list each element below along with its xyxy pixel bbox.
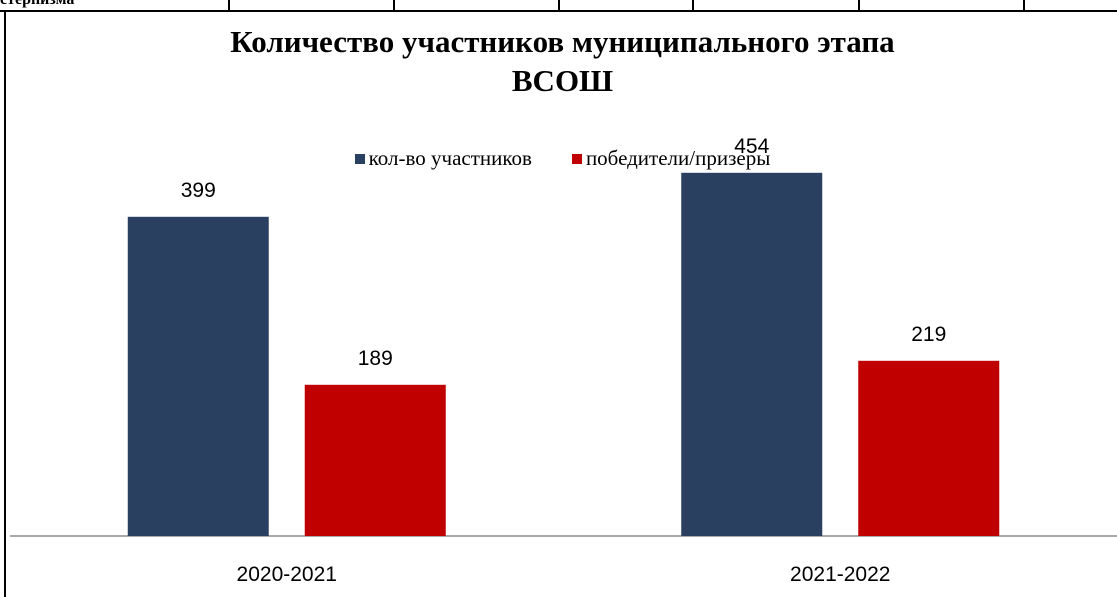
table-cell-divider — [858, 0, 860, 10]
legend-swatch-participants — [354, 153, 365, 164]
bar-value-label: 399 — [181, 179, 216, 202]
cropped-table-cell-text: стерпизма — [0, 0, 74, 9]
bar-value-label: 219 — [911, 323, 946, 346]
legend-label-winners: победители/призеры — [585, 146, 771, 170]
legend-label-participants: кол-во участников — [368, 146, 532, 170]
x-tick-label: 2020-2021 — [237, 563, 337, 586]
bar — [304, 384, 446, 536]
bar — [127, 216, 269, 537]
table-cell-divider — [393, 0, 395, 10]
chart-frame-border — [4, 10, 6, 597]
table-cell-divider — [558, 0, 560, 10]
chart-title-line: Количество участников муниципального эта… — [230, 24, 895, 59]
table-cell-divider — [1023, 0, 1025, 10]
cropped-table-row: стерпизма — [0, 0, 1117, 12]
chart-title: Количество участников муниципального эта… — [0, 22, 1117, 100]
x-tick-label: 2021-2022 — [790, 563, 890, 586]
bar-value-label: 454 — [734, 135, 769, 158]
bar-value-label: 189 — [358, 347, 393, 370]
legend-item-participants: кол-во участников — [354, 146, 532, 171]
bar — [681, 172, 823, 537]
table-cell-divider — [692, 0, 694, 10]
chart-legend: кол-во участников победители/призеры — [0, 146, 1117, 171]
table-cell-divider — [228, 0, 230, 10]
bar — [858, 360, 1000, 536]
legend-item-winners: победители/призеры — [571, 146, 771, 171]
chart-title-line: ВСОШ — [511, 63, 614, 98]
legend-swatch-winners — [571, 153, 582, 164]
